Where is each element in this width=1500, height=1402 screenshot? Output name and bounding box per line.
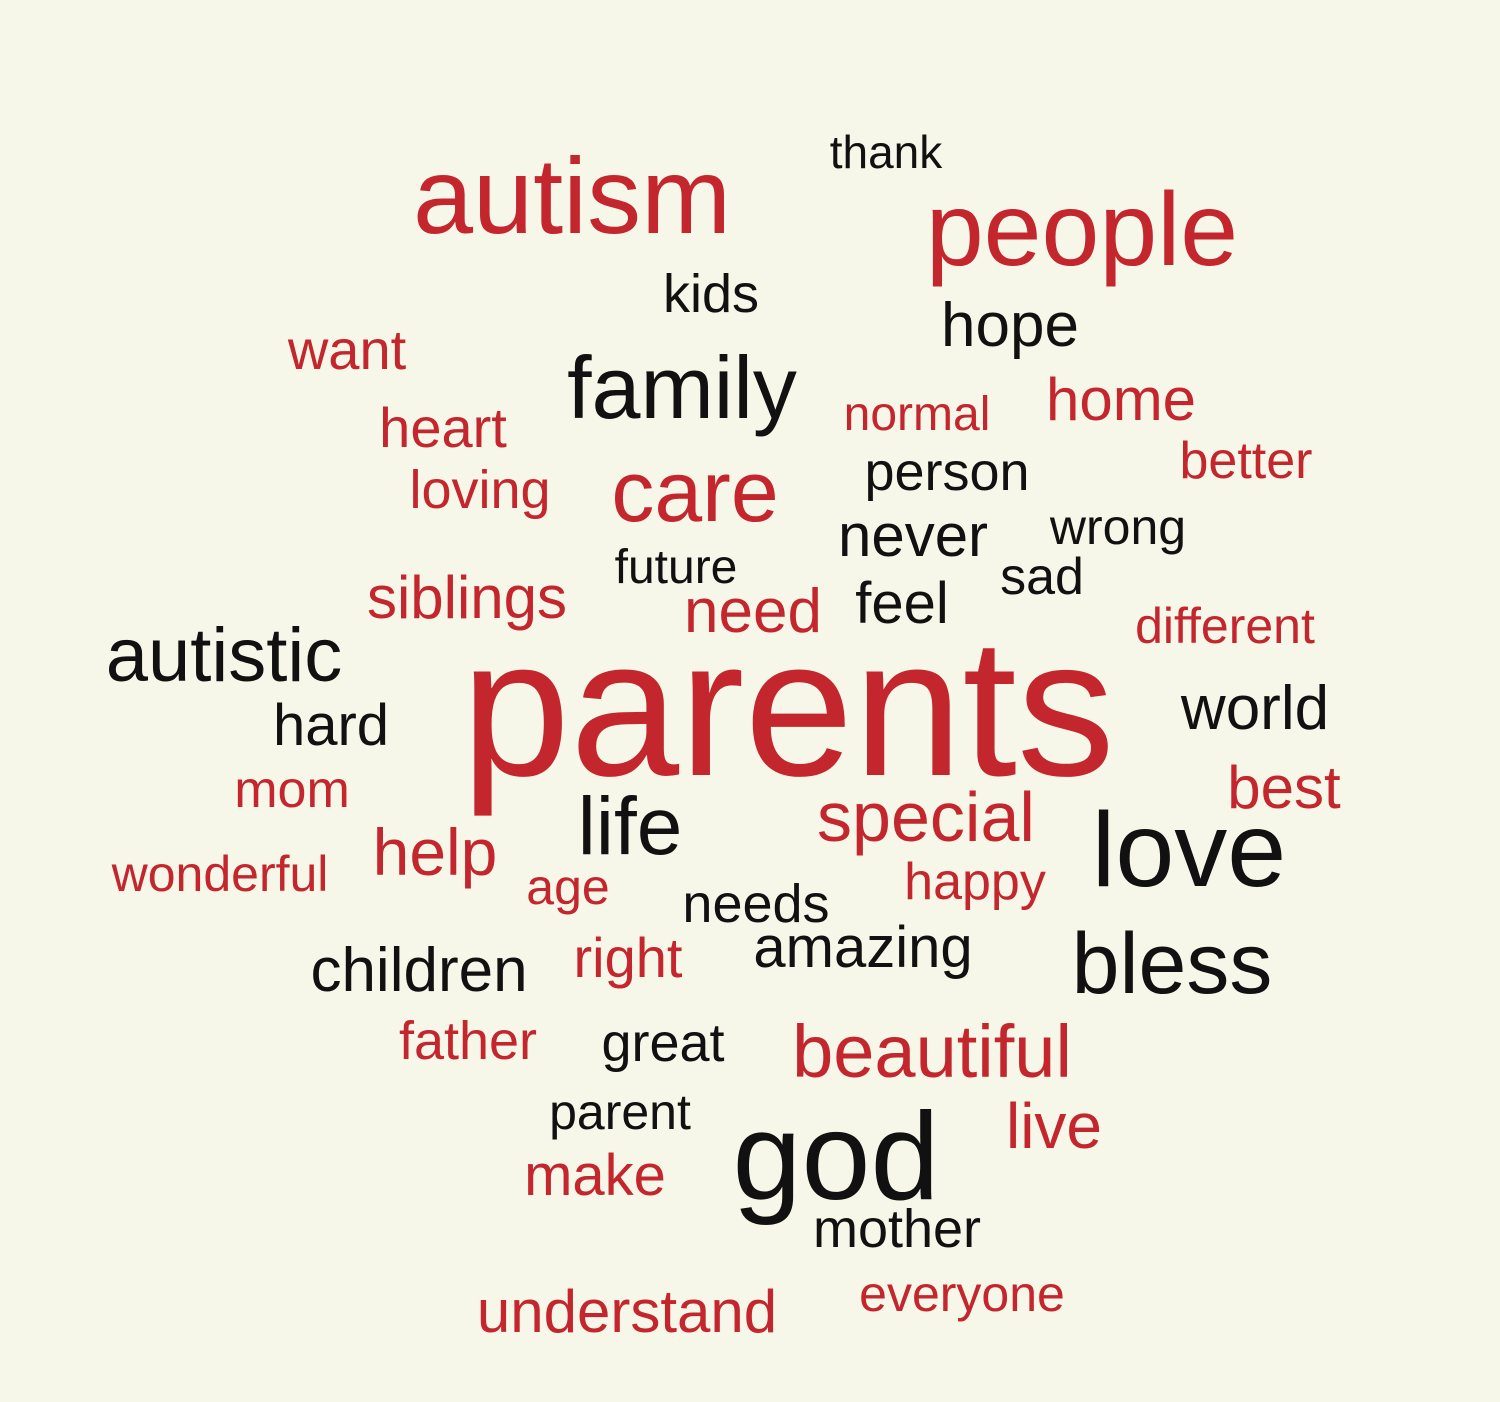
- word-great: great: [601, 1013, 725, 1073]
- word-right: right: [573, 926, 683, 989]
- word-family: family: [567, 338, 797, 437]
- word-person: person: [864, 442, 1030, 502]
- word-people: people: [925, 172, 1239, 288]
- word-best: best: [1227, 754, 1341, 821]
- word-age: age: [526, 859, 610, 915]
- word-amazing: amazing: [753, 915, 973, 980]
- word-wrong: wrong: [1049, 499, 1187, 555]
- word-life: life: [577, 781, 683, 872]
- word-children: children: [310, 936, 528, 1005]
- word-mother: mother: [812, 1199, 982, 1259]
- word-hope: hope: [941, 291, 1079, 360]
- word-parent: parent: [549, 1084, 691, 1140]
- word-beautiful: beautiful: [792, 1010, 1072, 1093]
- word-hard: hard: [272, 693, 390, 758]
- word-want: want: [287, 318, 407, 381]
- word-home: home: [1045, 366, 1197, 433]
- word-live: live: [1005, 1090, 1103, 1162]
- word-mom: mom: [234, 761, 350, 819]
- word-autism: autism: [412, 135, 732, 256]
- word-father: father: [398, 1011, 538, 1071]
- word-different: different: [1135, 598, 1315, 654]
- word-understand: understand: [476, 1278, 778, 1345]
- word-god: god: [732, 1088, 940, 1226]
- word-needs: needs: [682, 874, 830, 934]
- word-everyone: everyone: [859, 1266, 1065, 1322]
- word-special: special: [817, 778, 1035, 856]
- word-need: need: [684, 577, 822, 646]
- word-better: better: [1179, 432, 1313, 490]
- word-help: help: [372, 815, 498, 889]
- word-sad: sad: [1000, 548, 1084, 606]
- word-normal: normal: [843, 388, 991, 441]
- word-heart: heart: [379, 396, 507, 459]
- word-wonderful: wonderful: [111, 846, 329, 902]
- word-care: care: [611, 444, 779, 540]
- word-make: make: [524, 1143, 666, 1208]
- word-autistic: autistic: [105, 613, 343, 698]
- word-world: world: [1180, 674, 1330, 743]
- word-thank: thank: [829, 126, 943, 178]
- word-love: love: [1091, 791, 1287, 909]
- word-future: future: [614, 541, 738, 594]
- word-never: never: [837, 502, 989, 569]
- word-kids: kids: [662, 264, 760, 324]
- word-siblings: siblings: [366, 564, 568, 631]
- word-feel: feel: [855, 571, 949, 636]
- word-bless: bless: [1071, 916, 1273, 1012]
- word-parents: parents: [461, 598, 1115, 817]
- word-loving: loving: [409, 460, 551, 520]
- word-happy: happy: [904, 853, 1046, 911]
